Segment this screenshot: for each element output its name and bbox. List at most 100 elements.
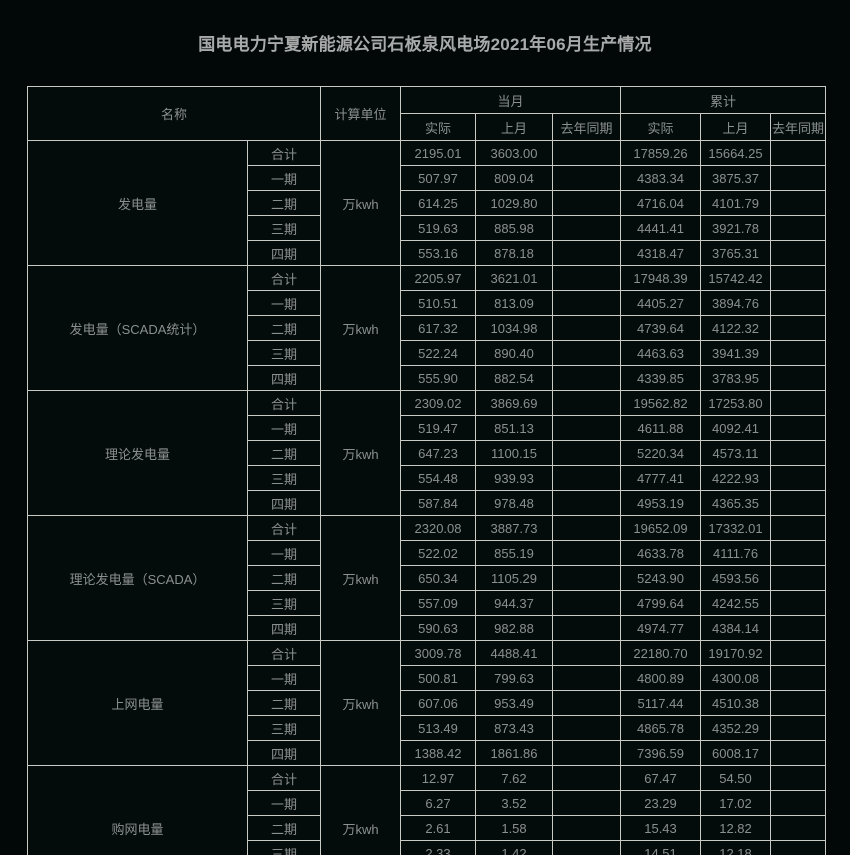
cell-cum-lastyear [770, 165, 827, 191]
row-period-label: 二期 [247, 565, 321, 591]
cell-month-prev: 885.98 [475, 215, 553, 241]
row-unit: 万kwh [320, 140, 401, 266]
cell-month-prev: 939.93 [475, 465, 553, 491]
cell-cum-actual: 4339.85 [620, 365, 702, 391]
cell-month-lastyear [551, 365, 622, 391]
table-row: 三期 2.33 1.42 14.51 12.18 [28, 840, 827, 855]
cell-cum-prev: 12.82 [700, 815, 772, 841]
cell-month-prev: 978.48 [475, 490, 553, 516]
cell-cum-prev: 54.50 [700, 765, 772, 791]
cell-month-lastyear [551, 590, 622, 616]
row-period-label: 合计 [247, 265, 321, 291]
cell-month-actual: 554.48 [400, 465, 476, 491]
row-period-label: 一期 [247, 290, 321, 316]
cell-month-lastyear [551, 490, 622, 516]
cell-cum-lastyear [770, 440, 827, 466]
row-period-label: 合计 [247, 140, 321, 166]
cell-cum-actual: 4611.88 [620, 415, 702, 441]
table-row: 一期 519.47 851.13 4611.88 4092.41 [28, 415, 827, 441]
table-row: 三期 554.48 939.93 4777.41 4222.93 [28, 465, 827, 491]
row-period-label: 三期 [247, 465, 321, 491]
cell-cum-actual: 14.51 [620, 840, 702, 855]
cell-cum-actual: 4739.64 [620, 315, 702, 341]
cell-cum-actual: 5117.44 [620, 690, 702, 716]
cell-cum-lastyear [770, 215, 827, 241]
table-row: 二期 614.25 1029.80 4716.04 4101.79 [28, 190, 827, 216]
cell-cum-lastyear [770, 790, 827, 816]
table-row: 二期 647.23 1100.15 5220.34 4573.11 [28, 440, 827, 466]
cell-cum-actual: 4633.78 [620, 540, 702, 566]
cell-month-prev: 3887.73 [475, 515, 553, 541]
row-period-label: 三期 [247, 715, 321, 741]
row-unit: 万kwh [320, 515, 401, 641]
row-group-label: 发电量（SCADA统计） [27, 265, 248, 391]
cell-cum-actual: 4441.41 [620, 215, 702, 241]
cell-cum-prev: 4352.29 [700, 715, 772, 741]
cell-month-actual: 12.97 [400, 765, 476, 791]
cell-month-lastyear [551, 615, 622, 641]
cell-cum-actual: 5243.90 [620, 565, 702, 591]
cell-cum-lastyear [770, 365, 827, 391]
cell-month-prev: 1.58 [475, 815, 553, 841]
cell-month-prev: 813.09 [475, 290, 553, 316]
cell-month-prev: 7.62 [475, 765, 553, 791]
cell-month-actual: 614.25 [400, 190, 476, 216]
cell-month-lastyear [551, 340, 622, 366]
cell-cum-prev: 6008.17 [700, 740, 772, 766]
cell-month-actual: 2195.01 [400, 140, 476, 166]
cell-month-actual: 522.02 [400, 540, 476, 566]
cell-month-lastyear [551, 765, 622, 791]
cell-month-actual: 555.90 [400, 365, 476, 391]
cell-month-prev: 4488.41 [475, 640, 553, 666]
cell-month-lastyear [551, 415, 622, 441]
cell-cum-prev: 15664.25 [700, 140, 772, 166]
row-period-label: 四期 [247, 740, 321, 766]
table-row: 购网电量 合计 万kwh 12.97 7.62 67.47 54.50 [27, 765, 827, 855]
row-period-label: 四期 [247, 365, 321, 391]
cell-cum-prev: 4242.55 [700, 590, 772, 616]
row-period-label: 四期 [247, 615, 321, 641]
cell-cum-actual: 4974.77 [620, 615, 702, 641]
table-head: 名称 计算单位 当月 累计 实际 上月 去年同期 实际 上月 去年同期 [27, 86, 827, 141]
cell-cum-actual: 23.29 [620, 790, 702, 816]
cell-month-actual: 650.34 [400, 565, 476, 591]
cell-cum-prev: 4593.56 [700, 565, 772, 591]
row-period-label: 一期 [247, 790, 321, 816]
cell-cum-prev: 3783.95 [700, 365, 772, 391]
cell-cum-prev: 4573.11 [700, 440, 772, 466]
table-row: 一期 522.02 855.19 4633.78 4111.76 [28, 540, 827, 566]
row-unit: 万kwh [320, 640, 401, 766]
cell-cum-lastyear [770, 390, 827, 416]
cell-month-actual: 647.23 [400, 440, 476, 466]
cell-cum-actual: 4318.47 [620, 240, 702, 266]
cell-month-prev: 982.88 [475, 615, 553, 641]
header-month-prev: 上月 [475, 113, 553, 141]
cell-cum-actual: 4799.64 [620, 590, 702, 616]
cell-cum-actual: 4953.19 [620, 490, 702, 516]
cell-cum-actual: 4405.27 [620, 290, 702, 316]
cell-month-prev: 851.13 [475, 415, 553, 441]
cell-month-prev: 953.49 [475, 690, 553, 716]
table-row: 发电量（SCADA统计） 合计 万kwh 2205.97 3621.01 17948.39… [27, 265, 827, 391]
cell-month-lastyear [551, 165, 622, 191]
cell-month-prev: 1034.98 [475, 315, 553, 341]
cell-cum-lastyear [770, 590, 827, 616]
header-month-lastyear: 去年同期 [551, 113, 622, 141]
cell-cum-lastyear [770, 515, 827, 541]
cell-cum-lastyear [770, 815, 827, 841]
cell-month-lastyear [551, 190, 622, 216]
table-row: 四期 590.63 982.88 4974.77 4384.14 [28, 615, 827, 641]
header-group-cumulative: 累计 [620, 86, 827, 114]
table-row: 一期 510.51 813.09 4405.27 3894.76 [28, 290, 827, 316]
row-period-label: 一期 [247, 540, 321, 566]
row-period-label: 一期 [247, 665, 321, 691]
cell-cum-prev: 17332.01 [700, 515, 772, 541]
header-month-actual: 实际 [400, 113, 476, 141]
cell-cum-actual: 7396.59 [620, 740, 702, 766]
table-row: 理论发电量（SCADA） 合计 万kwh 2320.08 3887.73 19652.09… [27, 515, 827, 641]
cell-cum-actual: 17948.39 [620, 265, 702, 291]
cell-month-actual: 3009.78 [400, 640, 476, 666]
cell-month-actual: 607.06 [400, 690, 476, 716]
cell-cum-lastyear [770, 465, 827, 491]
table-row: 四期 587.84 978.48 4953.19 4365.35 [28, 490, 827, 516]
